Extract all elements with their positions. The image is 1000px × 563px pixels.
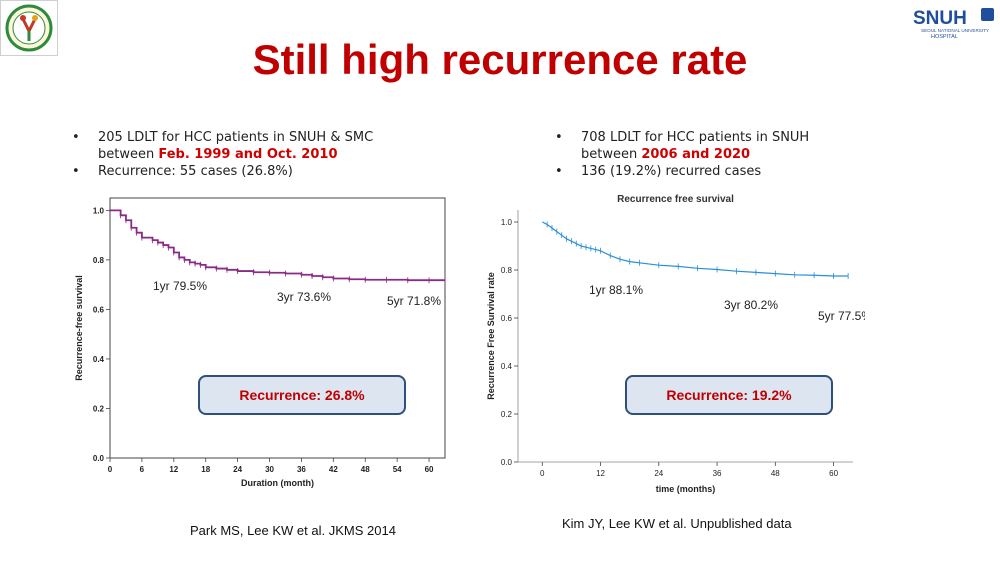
bullet-dot: •: [555, 130, 563, 145]
slide-title: Still high recurrence rate: [252, 36, 748, 83]
x-tick-label: 48: [771, 469, 780, 478]
bullet-dot: •: [555, 164, 563, 179]
x-tick-label: 0: [540, 469, 545, 478]
x-tick-label: 54: [393, 465, 402, 474]
y-tick-label: 1.0: [93, 206, 105, 215]
left-km-chart: 0.0 0.2 0.4 0.6 0.8 1.0 0 6 12 18 24 30 36 42 48 54 60 1y…: [74, 197, 446, 488]
survival-annotation: 5yr 71.8%: [387, 294, 441, 308]
bullet-dot: •: [72, 130, 80, 145]
right-bullet-1-date-range: 2006 and 2020: [641, 147, 751, 162]
x-tick-label: 6: [140, 465, 145, 474]
chart-title: Recurrence free survival: [617, 194, 734, 205]
y-tick-label: 0.4: [501, 362, 513, 371]
x-tick-label: 36: [297, 465, 306, 474]
x-tick-label: 24: [233, 465, 242, 474]
right-bullet-1-line2-pre: between: [581, 147, 642, 162]
x-tick-label: 30: [265, 465, 274, 474]
x-tick-label: 24: [654, 469, 663, 478]
x-tick-label: 0: [108, 465, 113, 474]
left-bullet-1-line2-pre: between: [98, 147, 159, 162]
y-tick-label: 0.0: [93, 454, 105, 463]
y-tick-label: 0.6: [93, 305, 105, 314]
left-bullets: • 205 LDLT for HCC patients in SNUH & SMC…: [72, 129, 373, 180]
x-tick-label: 36: [713, 469, 722, 478]
left-bullet-2: Recurrence: 55 cases (26.8%): [98, 164, 293, 179]
right-bullet-2: 136 (19.2%) recurred cases: [581, 164, 762, 179]
y-tick-label: 0.4: [93, 355, 105, 364]
x-tick-label: 12: [596, 469, 605, 478]
y-axis-label: Recurrence-free survival: [74, 275, 84, 381]
y-tick-label: 0.8: [501, 266, 513, 275]
left-citation: Park MS, Lee KW et al. JKMS 2014: [190, 523, 396, 538]
snuh-logo: SNUH SEOUL NATIONAL UNIVERSITY HOSPITAL: [905, 4, 997, 40]
snuh-logo-text: SNUH: [913, 8, 967, 29]
x-tick-label: 42: [329, 465, 338, 474]
snuh-logo-graphic: SNUH SEOUL NATIONAL UNIVERSITY HOSPITAL: [913, 8, 994, 40]
x-tick-label: 60: [425, 465, 434, 474]
right-bullets: • 708 LDLT for HCC patients in SNUH betwe…: [555, 129, 809, 180]
y-tick-label: 0.2: [501, 410, 513, 419]
survival-curve: [110, 209, 445, 282]
left-bullet-1: 205 LDLT for HCC patients in SNUH & SMC: [98, 130, 374, 145]
society-emblem-icon: [5, 4, 53, 52]
y-tick-label: 0.8: [93, 256, 105, 265]
y-tick-label: 0.2: [93, 404, 105, 413]
survival-annotation: 5yr 77.5%: [818, 309, 865, 323]
x-tick-label: 18: [201, 465, 210, 474]
x-tick-label: 12: [169, 465, 178, 474]
bullet-dot: •: [72, 164, 80, 179]
left-recurrence-callout: Recurrence: 26.8%: [198, 375, 406, 415]
right-km-chart: 0.0 0.2 0.4 0.6 0.8 1.0 0 12 24 36 48 60 1yr 88.1% 3y…: [486, 194, 865, 494]
snuh-logo-subtext2: HOSPITAL: [931, 34, 958, 40]
x-tick-label: 48: [361, 465, 370, 474]
society-logo: [0, 0, 58, 56]
survival-annotation: 1yr 79.5%: [153, 279, 207, 293]
y-axis-label: Recurrence Free Survival rate: [486, 272, 496, 400]
y-tick-label: 0.6: [501, 314, 513, 323]
x-axis-label: time (months): [656, 484, 716, 494]
x-axis-label: Duration (month): [241, 478, 314, 488]
survival-annotation: 1yr 88.1%: [589, 283, 643, 297]
y-tick-label: 0.0: [501, 458, 513, 467]
x-tick-label: 60: [829, 469, 838, 478]
snuh-mark-icon: [981, 8, 994, 21]
survival-annotation: 3yr 80.2%: [724, 298, 778, 312]
y-tick-label: 1.0: [501, 218, 513, 227]
right-citation: Kim JY, Lee KW et al. Unpublished data: [562, 516, 792, 531]
survival-curve: [542, 221, 849, 277]
right-recurrence-callout: Recurrence: 19.2%: [625, 375, 833, 415]
survival-annotation: 3yr 73.6%: [277, 290, 331, 304]
plot-frame: [109, 197, 446, 459]
snuh-logo-subtext: SEOUL NATIONAL UNIVERSITY: [921, 28, 989, 33]
right-bullet-1: 708 LDLT for HCC patients in SNUH: [581, 130, 810, 145]
left-bullet-1-date-range: Feb. 1999 and Oct. 2010: [158, 147, 338, 162]
